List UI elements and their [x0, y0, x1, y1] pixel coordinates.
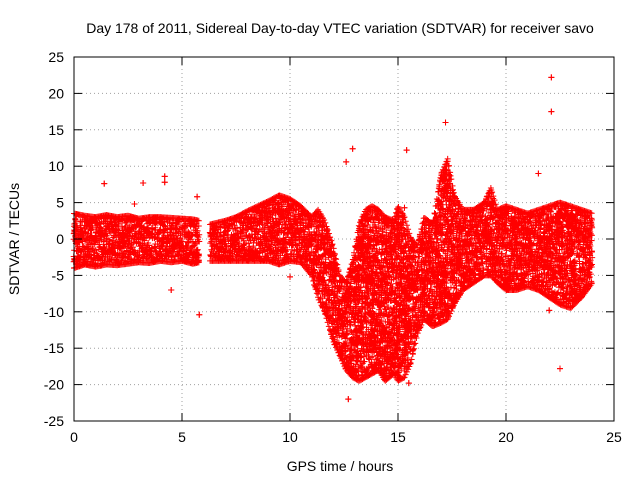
- x-tick-label: 20: [498, 429, 514, 445]
- outlier-marker: [168, 286, 175, 293]
- outlier-marker: [546, 307, 553, 314]
- y-tick-label: -10: [44, 304, 64, 320]
- y-tick-label: 0: [56, 231, 64, 247]
- outlier-marker: [535, 170, 542, 177]
- outlier-marker: [442, 119, 449, 126]
- outlier-marker: [287, 273, 293, 280]
- outlier-marker: [194, 193, 201, 200]
- y-tick-label: -20: [44, 377, 64, 393]
- x-tick-label: 15: [390, 429, 406, 445]
- outlier-marker: [345, 396, 352, 403]
- y-tick-label: -5: [52, 267, 65, 283]
- outlier-marker: [403, 147, 410, 154]
- x-tick-label: 5: [178, 429, 186, 445]
- outlier-marker: [557, 365, 563, 372]
- sdtvar-markers: [70, 74, 596, 403]
- data-markers: [70, 74, 596, 403]
- outlier-marker: [405, 380, 412, 387]
- x-axis-label: GPS time / hours: [287, 458, 394, 474]
- y-axis-label: SDTVAR / TECUs: [6, 183, 22, 295]
- x-tick-label: 25: [606, 429, 622, 445]
- y-tick-label: 15: [48, 122, 64, 138]
- y-tick-label: -15: [44, 340, 64, 356]
- outlier-marker: [548, 108, 555, 115]
- outlier-marker: [131, 201, 138, 208]
- axis-ticks: 0 5 10 15 20 25 -25 -20 -15 -10 -5 0 5 10 15 20 25: [44, 49, 622, 445]
- plot-grid: [74, 57, 614, 421]
- outlier-marker: [140, 179, 147, 186]
- outlier-marker: [349, 145, 356, 152]
- y-tick-label: 5: [56, 195, 64, 211]
- y-tick-label: 20: [48, 85, 64, 101]
- y-tick-label: 10: [48, 158, 64, 174]
- outlier-marker: [161, 173, 168, 180]
- outlier-marker: [101, 180, 108, 187]
- outlier-marker: [196, 311, 203, 318]
- outlier-marker: [548, 74, 555, 81]
- x-tick-label: 0: [70, 429, 78, 445]
- outlier-marker: [161, 179, 168, 186]
- outlier-marker: [343, 158, 350, 165]
- x-tick-label: 10: [282, 429, 298, 445]
- y-tick-label: -25: [44, 413, 64, 429]
- chart-title: Day 178 of 2011, Sidereal Day-to-day VTE…: [86, 20, 594, 36]
- y-tick-label: 25: [48, 49, 64, 65]
- outlier-marker: [401, 204, 408, 211]
